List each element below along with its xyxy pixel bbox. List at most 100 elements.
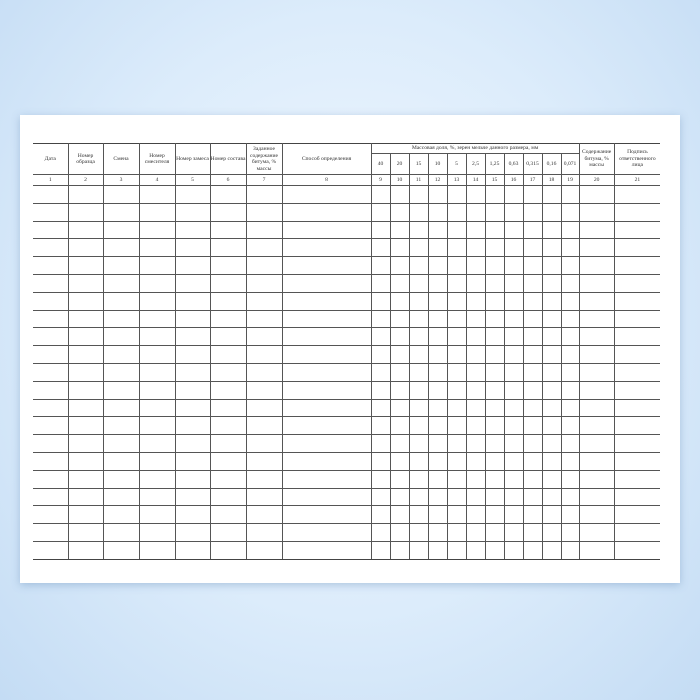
table-cell[interactable] — [33, 309, 69, 329]
table-cell[interactable] — [174, 523, 211, 542]
table-cell[interactable] — [613, 505, 661, 525]
table-cell[interactable] — [281, 309, 372, 329]
table-cell[interactable] — [446, 362, 467, 382]
table-cell[interactable] — [465, 487, 486, 507]
table-cell[interactable] — [67, 185, 104, 204]
table-cell[interactable] — [245, 380, 283, 400]
table-cell[interactable] — [389, 451, 410, 471]
table-cell[interactable] — [465, 345, 486, 364]
table-cell[interactable] — [389, 256, 410, 275]
table-cell[interactable] — [245, 469, 283, 489]
table-cell[interactable] — [541, 434, 562, 453]
table-cell[interactable] — [209, 291, 247, 311]
table-cell[interactable] — [209, 238, 247, 258]
table-cell[interactable] — [138, 256, 176, 275]
table-cell[interactable] — [613, 362, 661, 382]
table-cell[interactable] — [484, 523, 505, 542]
table-cell[interactable] — [389, 398, 410, 418]
table-cell[interactable] — [503, 523, 524, 542]
table-cell[interactable] — [281, 202, 372, 222]
table-cell[interactable] — [578, 469, 615, 489]
table-cell[interactable] — [245, 220, 283, 240]
table-cell[interactable] — [503, 362, 524, 382]
table-cell[interactable] — [446, 220, 467, 240]
table-cell[interactable] — [245, 487, 283, 507]
table-cell[interactable] — [484, 398, 505, 418]
table-cell[interactable] — [174, 398, 211, 418]
table-cell[interactable] — [389, 505, 410, 525]
table-cell[interactable] — [408, 291, 429, 311]
table-cell[interactable] — [389, 380, 410, 400]
table-cell[interactable] — [138, 487, 176, 507]
table-cell[interactable] — [389, 487, 410, 507]
table-cell[interactable] — [578, 362, 615, 382]
table-cell[interactable] — [174, 362, 211, 382]
table-cell[interactable] — [522, 220, 543, 240]
table-cell[interactable] — [281, 434, 372, 453]
table-cell[interactable] — [560, 505, 580, 525]
table-cell[interactable] — [67, 362, 104, 382]
table-cell[interactable] — [541, 309, 562, 329]
table-cell[interactable] — [427, 469, 448, 489]
table-cell[interactable] — [408, 451, 429, 471]
table-cell[interactable] — [613, 185, 661, 204]
table-cell[interactable] — [522, 291, 543, 311]
table-cell[interactable] — [503, 540, 524, 560]
table-cell[interactable] — [138, 202, 176, 222]
table-cell[interactable] — [209, 434, 247, 453]
table-cell[interactable] — [389, 273, 410, 293]
table-cell[interactable] — [560, 309, 580, 329]
table-cell[interactable] — [408, 256, 429, 275]
table-cell[interactable] — [174, 540, 211, 560]
table-cell[interactable] — [427, 309, 448, 329]
table-cell[interactable] — [370, 540, 391, 560]
table-cell[interactable] — [67, 309, 104, 329]
table-cell[interactable] — [465, 309, 486, 329]
table-cell[interactable] — [138, 416, 176, 436]
table-cell[interactable] — [209, 185, 247, 204]
table-cell[interactable] — [541, 238, 562, 258]
table-cell[interactable] — [503, 416, 524, 436]
table-cell[interactable] — [427, 398, 448, 418]
table-cell[interactable] — [209, 380, 247, 400]
table-cell[interactable] — [281, 220, 372, 240]
table-cell[interactable] — [102, 380, 140, 400]
table-cell[interactable] — [33, 380, 69, 400]
table-cell[interactable] — [446, 505, 467, 525]
table-cell[interactable] — [174, 487, 211, 507]
table-cell[interactable] — [370, 291, 391, 311]
table-cell[interactable] — [484, 505, 505, 525]
table-cell[interactable] — [281, 487, 372, 507]
table-cell[interactable] — [67, 327, 104, 347]
table-cell[interactable] — [33, 434, 69, 453]
table-cell[interactable] — [522, 398, 543, 418]
table-cell[interactable] — [522, 434, 543, 453]
table-cell[interactable] — [522, 451, 543, 471]
table-cell[interactable] — [484, 416, 505, 436]
table-cell[interactable] — [408, 327, 429, 347]
table-cell[interactable] — [408, 380, 429, 400]
table-cell[interactable] — [281, 380, 372, 400]
table-cell[interactable] — [578, 451, 615, 471]
table-cell[interactable] — [465, 291, 486, 311]
table-cell[interactable] — [560, 238, 580, 258]
table-cell[interactable] — [613, 540, 661, 560]
table-cell[interactable] — [408, 487, 429, 507]
table-cell[interactable] — [209, 469, 247, 489]
table-cell[interactable] — [522, 327, 543, 347]
table-cell[interactable] — [408, 345, 429, 364]
table-cell[interactable] — [427, 362, 448, 382]
table-cell[interactable] — [67, 220, 104, 240]
table-cell[interactable] — [33, 505, 69, 525]
table-cell[interactable] — [446, 540, 467, 560]
table-cell[interactable] — [541, 416, 562, 436]
table-cell[interactable] — [209, 327, 247, 347]
table-cell[interactable] — [613, 327, 661, 347]
table-cell[interactable] — [370, 220, 391, 240]
table-cell[interactable] — [446, 523, 467, 542]
table-cell[interactable] — [613, 256, 661, 275]
table-cell[interactable] — [67, 540, 104, 560]
table-cell[interactable] — [560, 291, 580, 311]
table-cell[interactable] — [102, 291, 140, 311]
table-cell[interactable] — [370, 451, 391, 471]
